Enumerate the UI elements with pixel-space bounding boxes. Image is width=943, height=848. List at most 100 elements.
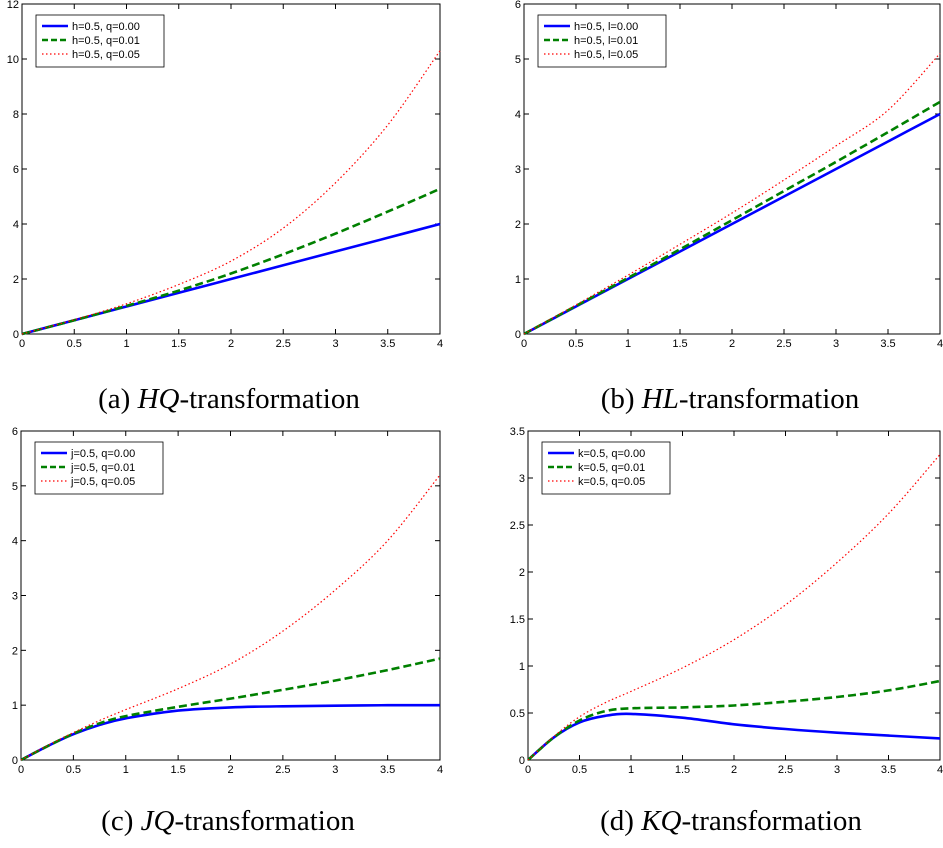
legend-entry: j=0.5, q=0.05 [70, 476, 135, 488]
legend-entry: h=0.5, q=0.00 [72, 21, 140, 33]
legend: h=0.5, l=0.00 h=0.5, l=0.01 h=0.5, l=0.05 [537, 14, 667, 68]
y-tick-label: 1 [12, 700, 18, 712]
caption-suffix: -transformation [681, 805, 862, 837]
legend-box [34, 441, 164, 495]
x-tick-label: 2.5 [776, 338, 791, 350]
series-line-dotted [523, 53, 941, 335]
legend-entry: k=0.5, q=0.05 [578, 476, 645, 488]
caption-math: JQ [141, 805, 175, 837]
x-tick-label: 4 [437, 764, 443, 776]
y-tick-label: 10 [7, 54, 19, 66]
x-tick-label: 1.5 [171, 338, 186, 350]
x-tick-label: 2.5 [276, 338, 291, 350]
x-tick-label: 3.5 [380, 338, 395, 350]
y-tick-label: 6 [515, 0, 521, 11]
legend-box [35, 14, 165, 68]
legend-entry: j=0.5, q=0.01 [70, 462, 135, 474]
x-tick-label: 2 [731, 764, 737, 776]
legend-entry: k=0.5, q=0.01 [578, 462, 645, 474]
series-line-dashed [20, 657, 441, 762]
x-tick-label: 2.5 [275, 764, 290, 776]
x-tick-label: 2 [228, 338, 234, 350]
y-tick-label: 3 [519, 473, 525, 485]
x-tick-label: 0.5 [568, 338, 583, 350]
legend-entry: h=0.5, l=0.05 [574, 49, 638, 61]
y-tick-label: 3 [12, 591, 18, 603]
caption-suffix: -transformation [679, 383, 860, 415]
legend: k=0.5, q=0.00 k=0.5, q=0.01 k=0.5, q=0.05 [541, 441, 671, 495]
series-line-solid [21, 222, 441, 336]
y-tick-label: 0 [515, 329, 521, 341]
y-tick-label: 1 [519, 661, 525, 673]
legend-box [537, 14, 667, 68]
subfigure-caption: (d) KQ-transformation [600, 805, 862, 837]
x-tick-label: 4 [437, 338, 443, 350]
y-tick-label: 4 [12, 536, 18, 548]
x-tick-label: 0 [521, 338, 527, 350]
x-tick-label: 4 [937, 764, 943, 776]
y-tick-label: 4 [515, 109, 521, 121]
y-tick-label: 4 [13, 219, 19, 231]
x-tick-label: 1 [123, 764, 129, 776]
x-tick-label: 4 [937, 338, 943, 350]
x-tick-label: 0 [19, 338, 25, 350]
y-tick-label: 0 [12, 755, 18, 767]
legend-box [541, 441, 671, 495]
caption-math: HQ [137, 383, 180, 415]
legend-entry: k=0.5, q=0.00 [578, 448, 645, 460]
y-tick-label: 1 [515, 274, 521, 286]
series-line-dashed [523, 100, 941, 336]
x-tick-label: 2 [227, 764, 233, 776]
series-line-dotted [20, 474, 441, 761]
caption-prefix: (b) [601, 383, 642, 415]
y-tick-label: 3 [515, 164, 521, 176]
legend-entry: j=0.5, q=0.00 [70, 448, 135, 460]
x-tick-label: 3 [332, 764, 338, 776]
y-tick-label: 5 [12, 481, 18, 493]
y-tick-label: 2 [13, 274, 19, 286]
legend: h=0.5, q=0.00 h=0.5, q=0.01 h=0.5, q=0.05 [35, 14, 165, 68]
subfigure-caption: (b) HL-transformation [601, 383, 860, 415]
series-line-dotted [21, 50, 441, 335]
series-line-dotted [527, 454, 941, 761]
x-tick-label: 1.5 [675, 764, 690, 776]
y-tick-label: 8 [13, 109, 19, 121]
x-tick-label: 3.5 [880, 338, 895, 350]
series-line-solid [523, 112, 941, 336]
x-tick-label: 1.5 [672, 338, 687, 350]
caption-math: KQ [640, 805, 681, 837]
x-tick-label: 1 [628, 764, 634, 776]
y-tick-label: 0 [13, 329, 19, 341]
series-line-dashed [21, 187, 441, 336]
legend-entry: h=0.5, l=0.01 [574, 35, 638, 47]
y-tick-label: 2 [12, 645, 18, 657]
caption-prefix: (c) [101, 805, 140, 837]
y-tick-label: 0.5 [510, 708, 525, 720]
legend: j=0.5, q=0.00 j=0.5, q=0.01 j=0.5, q=0.05 [34, 441, 164, 495]
y-tick-label: 2 [515, 219, 521, 231]
subfigure-caption: (a) HQ-transformation [98, 383, 360, 415]
x-tick-label: 0.5 [66, 764, 81, 776]
y-tick-label: 12 [7, 0, 19, 11]
x-tick-label: 1.5 [170, 764, 185, 776]
y-tick-label: 2.5 [510, 520, 525, 532]
series-line-solid [20, 703, 441, 762]
caption-suffix: -transformation [179, 383, 360, 415]
x-tick-label: 0 [18, 764, 24, 776]
y-tick-label: 6 [13, 164, 19, 176]
x-tick-label: 0 [525, 764, 531, 776]
caption-math: HL [641, 383, 679, 415]
x-tick-label: 2 [729, 338, 735, 350]
y-tick-label: 1.5 [510, 614, 525, 626]
chart-4: 0 0.5 1 1.5 2 2.5 3 3.5 4 0 0.5 1 1.5 2 2.5 3 3.5 k=0.5, … [510, 426, 943, 837]
x-tick-label: 3.5 [881, 764, 896, 776]
x-tick-label: 3 [834, 764, 840, 776]
y-tick-label: 0 [519, 755, 525, 767]
x-tick-label: 3.5 [380, 764, 395, 776]
series-line-solid [527, 712, 941, 761]
x-tick-label: 0.5 [67, 338, 82, 350]
x-tick-label: 1 [625, 338, 631, 350]
